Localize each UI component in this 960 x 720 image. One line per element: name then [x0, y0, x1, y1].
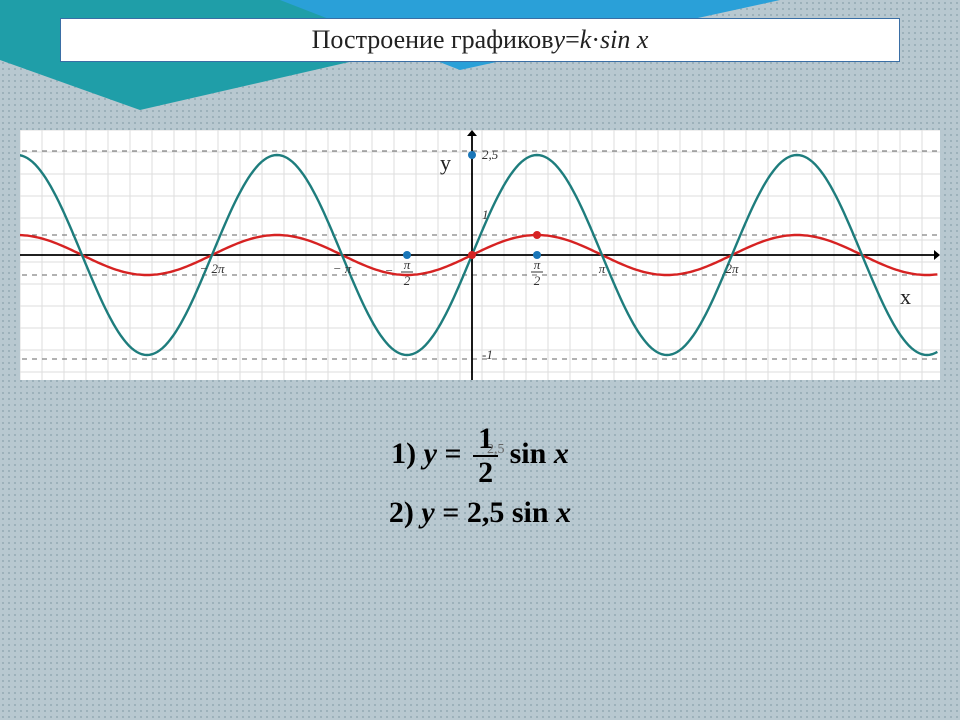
svg-text:y: y [440, 150, 451, 175]
svg-text:−: − [385, 263, 394, 278]
svg-text:π: π [534, 257, 541, 272]
f2-sin: sin [512, 496, 556, 529]
svg-text:x: x [900, 284, 911, 309]
svg-text:− 2π: − 2π [199, 261, 225, 276]
f1-num: 1) [391, 437, 424, 470]
f2-eq: = [442, 496, 467, 529]
svg-text:π: π [404, 257, 411, 272]
slide-title: Построение графиков y = k · sin x [60, 18, 900, 62]
chart-area: − 2π− π−π2π2π2π1-12,5xy [20, 130, 940, 380]
f1-eq: = [445, 437, 470, 470]
svg-text:2: 2 [534, 273, 541, 288]
svg-text:π: π [599, 261, 606, 276]
f1-frac-d: 2 [473, 457, 498, 488]
title-text: Построение графиков [312, 25, 554, 55]
f2-x: x [556, 496, 571, 529]
svg-text:2: 2 [404, 273, 411, 288]
svg-text:− π: − π [333, 261, 352, 276]
f1-sin: sin [510, 437, 554, 470]
f1-frac-n: 1 [473, 424, 498, 457]
sine-chart: − 2π− π−π2π2π2π1-12,5xy [20, 130, 940, 380]
formula-1: 1) y = 1 2 sin x [391, 424, 569, 488]
f2-k: 2,5 [467, 496, 505, 529]
svg-text:2,5: 2,5 [482, 147, 499, 162]
title-eq: = [565, 25, 580, 55]
f2-num: 2) [389, 496, 422, 529]
f1-y: y [424, 437, 437, 470]
f1-frac: 1 2 [473, 424, 498, 488]
title-k: k [580, 25, 592, 55]
svg-text:1: 1 [482, 207, 489, 222]
title-sinx: sin x [600, 25, 648, 55]
title-y: y [554, 25, 566, 55]
f1-x: x [554, 437, 569, 470]
title-dot: · [591, 25, 600, 55]
svg-text:2π: 2π [725, 261, 739, 276]
svg-text:-1: -1 [482, 347, 493, 362]
formula-2: 2) y = 2,5 sin x [389, 496, 571, 530]
formula-list: 1) y = 1 2 sin x 2) y = 2,5 sin x [0, 420, 960, 534]
f2-y: y [421, 496, 434, 529]
